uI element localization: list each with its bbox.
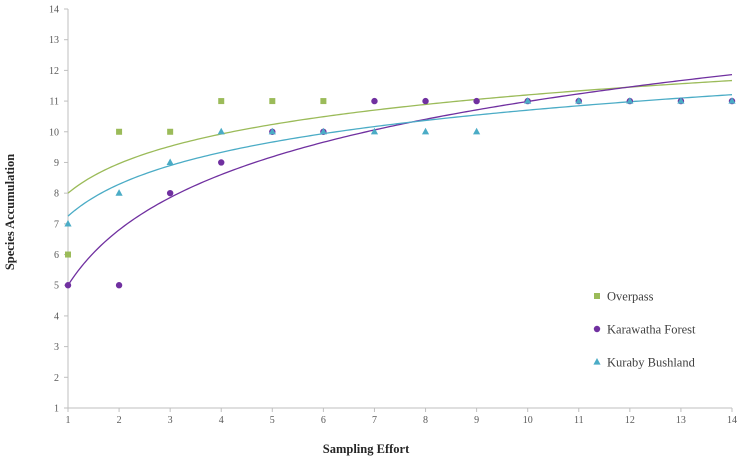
legend-marker-overpass bbox=[594, 293, 600, 299]
x-tick-label: 13 bbox=[676, 415, 686, 426]
legend-label-kuraby-bushland: Kuraby Bushland bbox=[607, 356, 696, 370]
legend-label-overpass: Overpass bbox=[607, 290, 654, 304]
axes bbox=[67, 9, 732, 409]
y-tick-label: 3 bbox=[54, 342, 59, 353]
point-karawatha-forest bbox=[422, 97, 429, 105]
x-tick-label: 2 bbox=[117, 415, 122, 426]
trendline-overpass bbox=[67, 79, 733, 194]
point-karawatha-forest bbox=[218, 159, 225, 166]
point-overpass bbox=[269, 98, 276, 105]
x-tick-label: 10 bbox=[523, 415, 533, 426]
x-tick-label: 14 bbox=[727, 415, 737, 426]
trendlines bbox=[67, 73, 733, 286]
point-kuraby-bushland bbox=[319, 127, 327, 135]
legend-marker-karawatha-forest bbox=[593, 325, 601, 333]
point-kuraby-bushland bbox=[473, 127, 481, 135]
point-karawatha-forest bbox=[473, 97, 480, 105]
x-tick-label: 12 bbox=[625, 415, 635, 426]
x-tick-label: 11 bbox=[574, 415, 584, 426]
point-kuraby-bushland bbox=[217, 127, 225, 135]
y-tick-label: 12 bbox=[49, 66, 59, 77]
point-overpass bbox=[218, 98, 225, 105]
trendline-karawatha-forest bbox=[67, 73, 733, 286]
point-karawatha-forest bbox=[115, 282, 123, 289]
y-tick-label: 9 bbox=[54, 158, 59, 169]
x-tick-label: 8 bbox=[423, 415, 428, 426]
point-kuraby-bushland bbox=[166, 158, 174, 166]
legend-label-karawatha-forest: Karawatha Forest bbox=[607, 323, 696, 337]
point-kuraby-bushland bbox=[268, 127, 276, 135]
y-tick-label: 5 bbox=[54, 281, 59, 292]
x-axis-ticks: 1 2 3 4 5 6 7 8 9 10 11 12 13 14 bbox=[66, 408, 737, 426]
x-axis-title: Sampling Effort bbox=[323, 442, 410, 456]
y-tick-label: 2 bbox=[54, 373, 59, 384]
y-axis-title: Species Accumulation bbox=[3, 154, 17, 270]
point-karawatha-forest bbox=[371, 97, 378, 105]
point-overpass bbox=[65, 251, 71, 258]
y-tick-label: 1 bbox=[54, 404, 59, 415]
point-kuraby-bushland bbox=[728, 97, 736, 104]
point-overpass bbox=[167, 128, 174, 135]
y-tick-label: 6 bbox=[54, 250, 59, 261]
x-tick-label: 6 bbox=[321, 415, 326, 426]
point-karawatha-forest bbox=[64, 282, 72, 289]
point-kuraby-bushland bbox=[115, 189, 123, 196]
x-tick-label: 1 bbox=[66, 415, 71, 426]
point-overpass bbox=[116, 128, 123, 135]
trendline-kuraby-bushland bbox=[67, 94, 733, 217]
point-kuraby-bushland bbox=[421, 127, 430, 135]
x-tick-label: 7 bbox=[372, 415, 377, 426]
y-tick-label: 10 bbox=[49, 127, 59, 138]
point-kuraby-bushland bbox=[677, 97, 685, 104]
point-karawatha-forest bbox=[166, 189, 174, 197]
data-points bbox=[64, 97, 736, 289]
point-kuraby-bushland bbox=[626, 97, 634, 104]
point-kuraby-bushland bbox=[64, 219, 72, 227]
point-kuraby-bushland bbox=[524, 97, 532, 104]
legend: Overpass Karawatha Forest Kuraby Bushland bbox=[593, 290, 696, 370]
point-overpass bbox=[320, 98, 327, 105]
y-tick-label: 8 bbox=[54, 189, 59, 200]
point-kuraby-bushland bbox=[370, 127, 379, 135]
legend-marker-kuraby-bushland bbox=[593, 358, 601, 365]
y-tick-label: 11 bbox=[49, 97, 59, 108]
y-tick-label: 4 bbox=[54, 311, 59, 322]
y-tick-label: 14 bbox=[49, 5, 59, 16]
point-kuraby-bushland bbox=[575, 97, 583, 104]
x-tick-label: 3 bbox=[168, 415, 173, 426]
x-tick-label: 9 bbox=[474, 415, 479, 426]
y-tick-label: 13 bbox=[49, 35, 59, 46]
x-tick-label: 5 bbox=[270, 415, 275, 426]
y-tick-label: 7 bbox=[54, 219, 59, 230]
x-tick-label: 4 bbox=[219, 415, 224, 426]
